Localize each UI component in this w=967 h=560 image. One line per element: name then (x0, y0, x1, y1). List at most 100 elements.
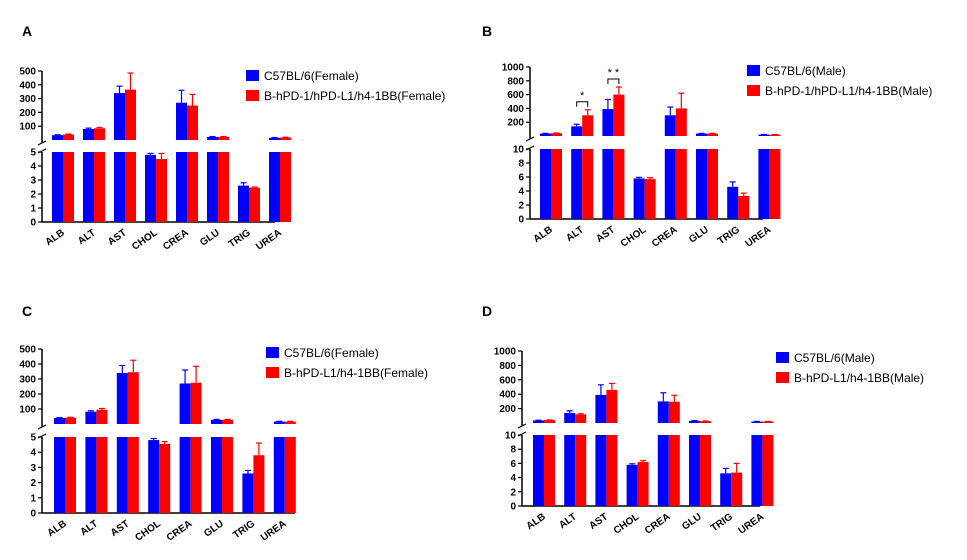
y-tick-label: 400 (499, 390, 516, 401)
axis-break-mark (517, 423, 527, 429)
bar-alt-s2 (575, 435, 587, 506)
bar-urea-s2 (762, 435, 774, 506)
bar-ast-s2 (125, 152, 136, 222)
bar-upper-glu-s1 (207, 136, 218, 140)
y-tick-label: 8 (518, 159, 524, 170)
y-tick-label: 200 (507, 118, 524, 129)
x-tick-label: CHOL (130, 227, 160, 252)
bar-trig-s1 (720, 473, 732, 506)
bar-upper-urea-s2 (762, 421, 774, 423)
bar-chol-s1 (633, 178, 645, 219)
significance-bracket (576, 101, 589, 107)
panel-b: B 0 2 4 6 8 10 200 400 600 800 1000 ALB ALT AST CHOL CRE… (482, 23, 932, 250)
bar-chol-s1 (626, 464, 638, 506)
x-tick-label: UREA (259, 518, 289, 543)
y-tick-label: 4 (510, 473, 516, 484)
legend-swatch (776, 372, 789, 383)
bar-upper-alb-s1 (52, 135, 63, 140)
x-tick-label: ALT (78, 518, 100, 538)
legend-label: C57BL/6(Female) (284, 346, 379, 360)
legend-swatch (266, 347, 279, 358)
bar-trig-s1 (242, 473, 254, 513)
bar-upper-urea-s1 (758, 134, 770, 136)
bar-upper-alb-s2 (551, 133, 562, 136)
x-tick-label: ALB (44, 227, 67, 248)
x-tick-label: UREA (737, 511, 767, 536)
x-tick-label: CREA (161, 227, 191, 252)
x-tick-label: GLU (198, 227, 222, 248)
y-tick-label: 1000 (502, 63, 525, 74)
y-tick-label: 1 (30, 493, 36, 504)
x-tick-label: TRIG (231, 518, 257, 541)
bar-upper-crea-s1 (664, 115, 676, 136)
legend-label: B-hPD-1/hPD-L1/h4-1BB(Male) (765, 84, 932, 98)
y-tick-label: 200 (19, 108, 36, 119)
axis-break-mark (37, 424, 47, 430)
panel-letter: D (482, 303, 492, 319)
x-tick-label: CHOL (619, 224, 649, 249)
bar-urea-s1 (751, 435, 763, 506)
y-tick-label: 4 (518, 187, 524, 198)
bar-crea-s1 (664, 149, 676, 219)
panel-letter: A (22, 23, 32, 39)
bar-urea-s2 (280, 152, 291, 222)
x-tick-label: ALT (557, 511, 579, 531)
y-tick-label: 300 (19, 375, 36, 386)
bar-upper-urea-s2 (284, 421, 296, 424)
bar-ast-s1 (595, 435, 607, 506)
bar-crea-s2 (190, 437, 202, 513)
x-tick-label: CHOL (133, 518, 163, 543)
significance-label: * * (608, 67, 620, 79)
x-tick-label: CREA (643, 511, 673, 536)
bar-alb-s2 (551, 149, 562, 219)
bar-upper-ast-s1 (595, 394, 607, 423)
x-tick-label: GLU (202, 518, 226, 539)
bar-upper-glu-s2 (700, 421, 711, 423)
bar-upper-alb-s1 (540, 133, 551, 136)
y-tick-label: 5 (30, 433, 36, 444)
bar-trig-s2 (731, 472, 743, 506)
bar-alt-s2 (582, 149, 594, 219)
bar-upper-glu-s2 (218, 136, 229, 140)
bar-trig-s2 (253, 455, 265, 513)
bar-glu-s1 (689, 435, 700, 506)
x-tick-label: GLU (680, 511, 704, 532)
y-tick-label: 5 (30, 148, 36, 159)
x-tick-label: TRIG (227, 227, 253, 250)
y-tick-label: 0 (510, 502, 516, 513)
bar-upper-alb-s2 (65, 417, 76, 424)
bar-glu-s2 (700, 435, 711, 506)
bar-ast-s2 (613, 149, 625, 219)
bar-crea-s1 (179, 437, 191, 513)
x-tick-label: ALT (564, 224, 586, 244)
y-tick-label: 200 (499, 404, 516, 415)
y-tick-label: 3 (30, 463, 36, 474)
bar-alb-s1 (54, 437, 65, 513)
legend-label: C57BL/6(Male) (794, 351, 875, 365)
bar-upper-glu-s2 (707, 133, 718, 136)
bar-upper-crea-s2 (668, 401, 680, 423)
legend-label: B-hPD-L1/h4-1BB(Male) (794, 371, 924, 385)
x-tick-label: AST (587, 511, 610, 531)
x-tick-label: AST (106, 227, 129, 247)
bar-glu-s2 (707, 149, 718, 219)
y-tick-label: 800 (507, 76, 524, 87)
bar-upper-glu-s1 (689, 420, 700, 423)
y-tick-label: 2 (30, 478, 36, 489)
bar-upper-alt-s2 (582, 115, 594, 136)
x-tick-label: AST (594, 224, 617, 244)
bar-ast-s1 (602, 149, 614, 219)
y-tick-label: 2 (30, 190, 36, 201)
y-tick-label: 0 (518, 215, 524, 226)
y-tick-label: 500 (19, 67, 36, 78)
y-tick-label: 4 (30, 162, 36, 173)
bar-alt-s1 (564, 435, 576, 506)
x-tick-label: CHOL (612, 511, 642, 536)
bar-upper-crea-s2 (190, 382, 202, 424)
y-tick-label: 0 (30, 218, 36, 229)
bar-alb-s1 (52, 152, 63, 222)
bar-upper-alt-s1 (85, 411, 97, 424)
bar-upper-alt-s1 (571, 126, 583, 136)
x-tick-label: ALB (525, 511, 548, 532)
